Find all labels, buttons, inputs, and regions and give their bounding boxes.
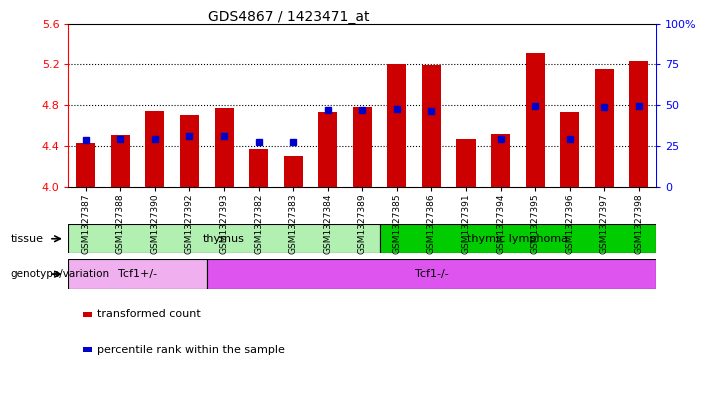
Bar — [526, 53, 544, 187]
Bar — [207, 259, 656, 289]
Bar — [629, 61, 648, 187]
Text: Tcf1+/-: Tcf1+/- — [118, 269, 157, 279]
Text: tissue: tissue — [11, 234, 44, 244]
Bar — [146, 111, 164, 187]
Text: GDS4867 / 1423471_at: GDS4867 / 1423471_at — [208, 10, 369, 24]
Bar — [379, 224, 656, 253]
Bar — [76, 143, 95, 187]
Text: percentile rank within the sample: percentile rank within the sample — [97, 345, 286, 355]
Bar — [491, 134, 510, 187]
Text: thymic lymphoma: thymic lymphoma — [467, 234, 568, 244]
Bar — [68, 224, 379, 253]
Bar — [560, 112, 579, 187]
Text: thymus: thymus — [203, 234, 245, 244]
Bar — [249, 149, 268, 187]
Bar — [215, 108, 234, 187]
Text: Tcf1-/-: Tcf1-/- — [415, 269, 448, 279]
Bar — [283, 156, 303, 187]
Bar — [387, 64, 407, 187]
Text: genotype/variation: genotype/variation — [11, 269, 110, 279]
Bar — [456, 139, 476, 187]
Bar — [318, 112, 337, 187]
Bar — [111, 135, 130, 187]
Text: transformed count: transformed count — [97, 309, 201, 320]
Bar — [595, 70, 614, 187]
Bar — [180, 115, 199, 187]
Bar — [353, 107, 372, 187]
Bar — [422, 65, 441, 187]
Bar — [68, 259, 207, 289]
